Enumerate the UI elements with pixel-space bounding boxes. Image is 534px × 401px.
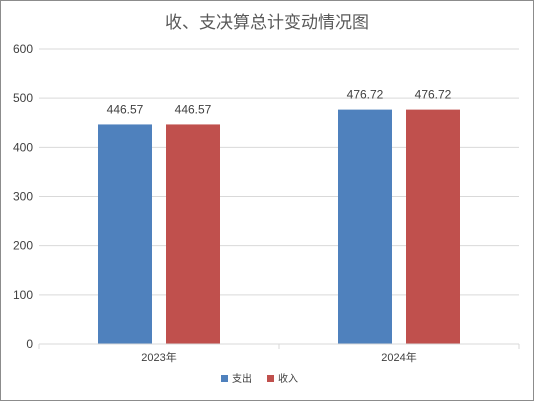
data-labels: 446.57 446.57 476.72 476.72 <box>107 88 452 117</box>
bar-支出-2024年 <box>338 109 392 344</box>
x-tick-label-2024年: 2024年 <box>381 350 416 364</box>
y-axis-ticks: 0 100 200 300 400 500 600 <box>13 42 33 351</box>
y-tick-label-100: 100 <box>13 288 33 302</box>
data-label-支出-2024年: 476.72 <box>347 88 384 102</box>
data-label-收入-2023年: 446.57 <box>175 102 212 116</box>
data-label-收入-2024年: 476.72 <box>415 88 452 102</box>
legend-swatch-支出 <box>221 375 228 382</box>
y-tick-label-200: 200 <box>13 239 33 253</box>
y-tick-label-300: 300 <box>13 190 33 204</box>
bar-支出-2023年 <box>98 124 152 344</box>
legend-label-收入: 收入 <box>278 372 298 385</box>
legend-swatch-收入 <box>267 375 274 382</box>
bar-收入-2023年 <box>166 124 220 344</box>
data-label-支出-2023年: 446.57 <box>107 102 144 116</box>
x-tick-label-2023年: 2023年 <box>141 350 176 364</box>
legend: 支出 收入 <box>221 372 298 385</box>
y-tick-label-500: 500 <box>13 91 33 105</box>
y-tick-label-400: 400 <box>13 140 33 154</box>
legend-label-支出: 支出 <box>232 372 252 385</box>
y-tick-label-0: 0 <box>26 337 33 351</box>
bar-收入-2024年 <box>406 109 460 344</box>
chart-title: 收、支决算总计变动情况图 <box>165 13 369 33</box>
bars <box>98 109 460 344</box>
y-tick-label-600: 600 <box>13 42 33 56</box>
x-axis: 2023年 2024年 <box>38 343 520 364</box>
